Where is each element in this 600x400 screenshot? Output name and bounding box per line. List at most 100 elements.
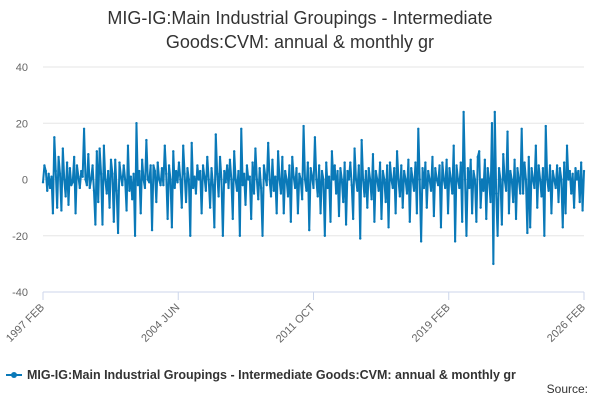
data-point [173, 186, 176, 190]
data-point [258, 167, 261, 170]
data-point [316, 195, 319, 198]
data-point [530, 167, 533, 170]
data-point [343, 161, 346, 164]
chart-title-line-1: MIG-IG:Main Industrial Groupings - Inter… [107, 8, 493, 28]
data-point [259, 186, 263, 190]
data-point [210, 167, 213, 170]
data-point [377, 189, 380, 192]
data-point [112, 220, 116, 223]
data-point [398, 195, 402, 198]
data-point [568, 169, 572, 173]
data-point [199, 169, 202, 173]
data-point [434, 167, 437, 170]
y-tick-label: -40 [12, 287, 28, 299]
data-point [408, 220, 411, 223]
legend-item[interactable]: MIG-IG:Main Industrial Groupings - Inter… [6, 368, 516, 382]
data-point [357, 164, 361, 167]
data-point [180, 206, 183, 209]
data-point [153, 169, 157, 173]
data-point [242, 172, 246, 176]
data-point [228, 158, 232, 162]
data-point [483, 158, 487, 162]
data-point [48, 186, 52, 190]
data-point [350, 183, 353, 187]
legend-label: MIG-IG:Main Industrial Groupings - Inter… [27, 368, 516, 382]
data-point [249, 217, 253, 221]
data-point [452, 144, 455, 147]
data-point [186, 167, 189, 170]
data-point [456, 178, 460, 181]
data-point [368, 178, 372, 181]
data-point [232, 150, 236, 153]
data-point [410, 167, 413, 170]
data-point [461, 220, 464, 223]
data-point [266, 141, 270, 145]
data-point [174, 169, 178, 173]
data-point [121, 183, 124, 187]
data-point [122, 164, 125, 167]
data-point [61, 147, 65, 150]
data-point [138, 169, 141, 173]
data-point [514, 217, 518, 221]
data-point [387, 226, 390, 229]
data-point [85, 183, 89, 187]
data-point [313, 136, 317, 139]
data-point [305, 189, 308, 192]
data-point [465, 234, 468, 237]
data-point [282, 212, 285, 215]
data-point [286, 195, 290, 198]
data-point [551, 169, 555, 173]
data-point [506, 130, 509, 133]
data-point [511, 200, 515, 204]
data-point [44, 169, 48, 173]
data-point [53, 136, 56, 139]
data-point [262, 164, 266, 167]
data-point [167, 164, 171, 167]
data-point [238, 234, 242, 237]
data-point [534, 144, 538, 147]
data-point [296, 212, 300, 215]
data-point [194, 192, 198, 195]
data-point [165, 172, 168, 176]
data-point [442, 178, 445, 181]
data-point [510, 178, 513, 181]
data-point [347, 178, 351, 181]
data-point [68, 167, 72, 170]
data-point [391, 186, 395, 190]
data-point [344, 223, 348, 226]
data-point [533, 186, 536, 190]
data-point [446, 212, 450, 215]
x-tick-label: 2004 JUN [139, 302, 182, 345]
data-point [407, 158, 410, 162]
data-point [496, 234, 499, 237]
data-point [179, 178, 182, 181]
data-point [57, 155, 60, 159]
data-point [82, 127, 86, 131]
data-point [336, 169, 339, 173]
data-point [564, 212, 567, 215]
data-point [102, 144, 106, 147]
data-point [131, 197, 134, 201]
data-point [231, 217, 234, 221]
data-point [289, 220, 293, 223]
data-point [271, 158, 274, 162]
data-point [337, 214, 341, 218]
data-point [444, 186, 447, 190]
data-point [393, 167, 396, 170]
data-point [176, 181, 179, 184]
data-point [214, 133, 217, 136]
data-point [424, 161, 427, 164]
data-point [435, 178, 438, 181]
data-point [207, 178, 210, 181]
data-point [486, 167, 489, 170]
y-tick-label: -20 [12, 231, 28, 243]
data-point [523, 161, 526, 164]
data-point [561, 226, 564, 229]
data-point [268, 178, 271, 181]
data-point [201, 164, 205, 167]
data-point [135, 122, 138, 125]
data-point [278, 178, 281, 181]
data-point [427, 169, 430, 173]
data-point [374, 169, 378, 173]
